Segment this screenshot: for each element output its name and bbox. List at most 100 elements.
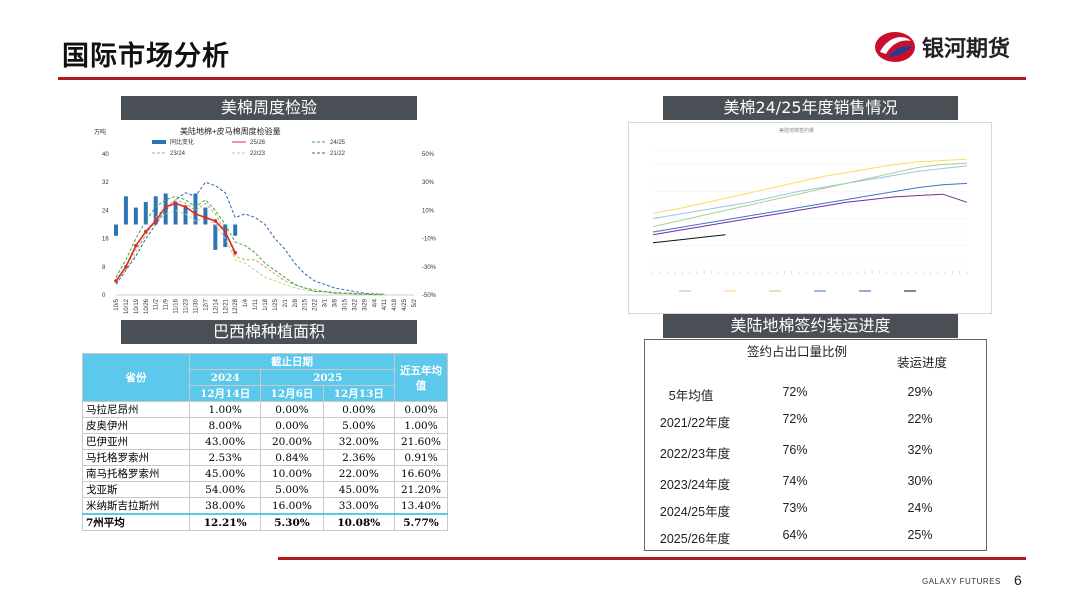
value-cell: 0.00% xyxy=(260,417,324,434)
x-tick-label: 11/16 xyxy=(174,298,180,313)
y2-tick-label: 10% xyxy=(422,208,435,214)
row-label: 2022/23年度 xyxy=(659,447,731,461)
y2-tick-label: -10% xyxy=(422,237,437,243)
province-cell: 米纳斯吉拉斯州 xyxy=(82,497,190,515)
province-cell: 南马托格罗索州 xyxy=(82,465,190,482)
x-tick-label: 2/22 xyxy=(313,298,319,310)
y-tick-label: 40 xyxy=(102,152,109,158)
value-cell: 45.00% xyxy=(188,465,262,482)
x-tick-label: 2/1 xyxy=(283,298,289,307)
x-tick-label: 12/21 xyxy=(223,298,229,314)
sign-value: 64% xyxy=(782,528,808,542)
value-cell: 32.00% xyxy=(322,433,396,450)
logo-text: 银河期货 xyxy=(922,37,1011,62)
galaxy-logo-icon xyxy=(875,32,915,62)
sign-value: 72% xyxy=(782,385,808,399)
legend-label: 23/24 xyxy=(170,151,186,157)
value-cell: 22.00% xyxy=(322,465,396,482)
sales-series-line xyxy=(652,193,968,236)
x-tick-label: 12/28 xyxy=(233,298,239,314)
sales-series-line xyxy=(652,234,726,244)
sales-series-line xyxy=(652,182,968,233)
x-tick-label: 2/8 xyxy=(293,298,299,307)
yoy-bar xyxy=(163,193,168,225)
y-tick-label: 0 xyxy=(102,293,106,299)
table-row: 米纳斯吉拉斯州 38.00% 16.00% 33.00% 13.40% xyxy=(82,497,448,515)
sign-value: 72% xyxy=(782,412,808,426)
weekly-inspection-chart: 美陆地棉+皮马棉周度检验量 万吨 40 32 24 16 8 0 50% 30% 10% -10… xyxy=(92,122,447,320)
inspection-chart-svg: 美陆地棉+皮马棉周度检验量 万吨 40 32 24 16 8 0 50% 30% 10% -10… xyxy=(94,126,437,314)
date-3-header: 12月13日 xyxy=(322,385,396,402)
x-tick-label: 3/22 xyxy=(352,298,358,310)
x-tick-label: 11/9 xyxy=(164,298,170,310)
value-cell: 5.00% xyxy=(322,417,396,434)
x-tick-label: 4/4 xyxy=(372,298,378,307)
sign-ratio-header: 签约占出口量比例 xyxy=(746,345,847,359)
y2-tick-label: -30% xyxy=(422,265,437,271)
value-cell: 0.00% xyxy=(394,401,448,418)
y-tick-label: 16 xyxy=(102,237,109,243)
value-cell: 0.00% xyxy=(322,401,396,418)
value-cell: 13.40% xyxy=(394,497,448,515)
value-cell: 0.91% xyxy=(394,449,448,466)
province-cell: 马托格罗索州 xyxy=(82,449,190,466)
sales-series-line xyxy=(652,162,968,228)
year-2025-header: 2025 xyxy=(260,369,395,386)
x-tick-label: 10/5 xyxy=(114,298,120,310)
value-cell: 8.00% xyxy=(188,417,262,434)
series-point xyxy=(134,243,138,248)
sales-series-line xyxy=(652,165,968,219)
value-cell: 2.53% xyxy=(188,449,262,466)
avg5-header: 近五年均值 xyxy=(394,353,448,402)
legend-swatch xyxy=(152,140,166,144)
x-tick-label: 4/18 xyxy=(392,298,398,310)
value-cell: 38.00% xyxy=(188,497,262,515)
x-tick-label: 2/15 xyxy=(303,298,309,310)
sign-value: 73% xyxy=(782,501,808,515)
y-tick-label: 32 xyxy=(102,180,109,186)
yoy-bar xyxy=(223,224,228,248)
value-cell: 33.00% xyxy=(322,497,396,515)
series-point xyxy=(173,201,178,206)
series-point xyxy=(203,215,208,220)
y2-tick-label: -50% xyxy=(422,293,437,299)
page-number: 6 xyxy=(1014,572,1022,588)
ship-value: 25% xyxy=(907,528,933,542)
date-2-header: 12月6日 xyxy=(260,385,324,402)
cutoff-header: 截止日期 xyxy=(189,353,395,370)
series-point xyxy=(153,219,158,223)
value-cell: 21.60% xyxy=(394,433,448,450)
series-point xyxy=(213,219,218,223)
series-point xyxy=(144,229,148,234)
value-cell: 21.20% xyxy=(394,481,448,498)
value-cell: 0.84% xyxy=(260,449,324,466)
sign-value: 76% xyxy=(782,443,808,457)
province-cell: 戈亚斯 xyxy=(82,481,190,498)
ship-value: 29% xyxy=(907,385,933,399)
yoy-bar xyxy=(123,196,128,225)
yoy-bar xyxy=(153,196,158,225)
legend-label: 24/25 xyxy=(330,140,346,146)
province-cell: 马拉尼昂州 xyxy=(82,401,190,418)
series-point xyxy=(223,229,228,234)
legend-label: 同比变化 xyxy=(170,138,194,146)
x-tick-label: 10/19 xyxy=(134,298,140,314)
table-row: 南马托格罗索州 45.00% 10.00% 22.00% 16.60% xyxy=(82,465,448,482)
average-row: 7州平均 12.21% 5.30% 10.08% 5.77% xyxy=(82,513,448,531)
x-tick-label: 3/29 xyxy=(362,298,368,310)
x-tick-label: 11/30 xyxy=(193,298,199,313)
y-tick-label: 24 xyxy=(102,208,109,214)
sales-chart: 美陆地棉签约量 xyxy=(628,122,992,314)
value-cell: 1.00% xyxy=(394,417,448,434)
brazil-area-table: 省份 截止日期 近五年均值 2024 2025 12月14日 12月6日 12月… xyxy=(82,353,448,531)
row-label: 2021/22年度 xyxy=(659,416,731,430)
legend-label: 25/26 xyxy=(250,140,266,146)
yoy-bar xyxy=(143,201,148,225)
value-cell: 10.00% xyxy=(260,465,324,482)
ship-value: 30% xyxy=(907,474,933,488)
weekly-inspection-header: 美棉周度检验 xyxy=(121,96,417,120)
x-tick-label: 1/18 xyxy=(263,298,269,310)
x-tick-label: 3/15 xyxy=(342,298,348,310)
value-cell: 16.00% xyxy=(260,497,324,515)
x-tick-label: 10/12 xyxy=(124,298,130,314)
